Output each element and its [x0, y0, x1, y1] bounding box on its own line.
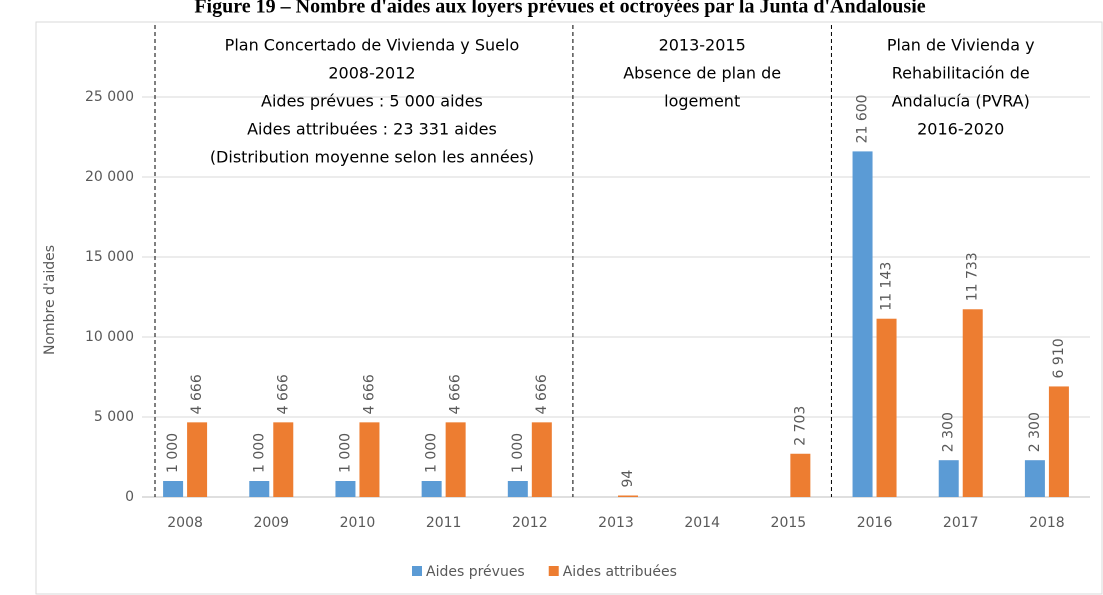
- bar: [531, 422, 552, 497]
- x-tick-label: 2010: [340, 515, 376, 531]
- value-label: 4 666: [448, 374, 464, 414]
- bar: [938, 460, 959, 497]
- bar: [163, 481, 184, 497]
- bar: [249, 481, 270, 497]
- legend-label: Aides attribuées: [563, 564, 677, 580]
- x-tick-label: 2017: [943, 515, 979, 531]
- bar: [187, 422, 208, 497]
- annotation: 2013-2015: [659, 36, 746, 55]
- annotation: Aides prévues : 5 000 aides: [261, 92, 483, 111]
- x-tick-label: 2013: [598, 515, 634, 531]
- annotation: Plan de Vivienda y: [887, 36, 1035, 55]
- bar: [273, 422, 294, 497]
- y-tick-label: 20 000: [85, 169, 134, 185]
- value-label: 11 143: [879, 262, 895, 311]
- x-tick-label: 2009: [253, 515, 289, 531]
- y-tick-label: 15 000: [85, 249, 134, 265]
- bar: [852, 151, 873, 497]
- value-label: 1 000: [165, 433, 181, 473]
- value-label: 4 666: [275, 374, 291, 414]
- annotation: Absence de plan de: [623, 64, 781, 83]
- bar: [876, 318, 897, 497]
- x-tick-label: 2008: [167, 515, 203, 531]
- value-label: 1 000: [510, 433, 526, 473]
- y-axis-label: Nombre d'aides: [42, 245, 58, 355]
- value-label: 2 300: [1027, 412, 1043, 452]
- value-label: 4 666: [534, 374, 550, 414]
- annotation: Andalucía (PVRA): [892, 92, 1030, 111]
- bar: [790, 453, 811, 497]
- bar: [1048, 386, 1069, 497]
- value-label: 21 600: [855, 94, 871, 143]
- annotation: Plan Concertado de Vivienda y Suelo: [225, 36, 520, 55]
- value-label: 1 000: [337, 433, 353, 473]
- annotation: 2008-2012: [328, 64, 415, 83]
- annotation: (Distribution moyenne selon les années): [210, 148, 534, 167]
- x-tick-label: 2012: [512, 515, 548, 531]
- bar: [335, 481, 356, 497]
- chart-title: Figure 19 – Nombre d'aides aux loyers pr…: [194, 0, 925, 18]
- x-tick-label: 2011: [426, 515, 462, 531]
- bar: [1024, 460, 1045, 497]
- value-label: 11 733: [965, 252, 981, 301]
- value-label: 1 000: [251, 433, 267, 473]
- value-label: 2 300: [941, 412, 957, 452]
- annotation: logement: [664, 92, 740, 111]
- legend-swatch: [548, 566, 559, 576]
- value-label: 2 703: [792, 406, 808, 446]
- x-tick-label: 2016: [857, 515, 893, 531]
- bar: [962, 309, 983, 497]
- chart-frame: [35, 21, 1103, 595]
- bar: [359, 422, 380, 497]
- value-label: 94: [620, 470, 636, 488]
- annotation: 2016-2020: [917, 120, 1004, 139]
- y-tick-label: 10 000: [85, 329, 134, 345]
- x-tick-label: 2014: [684, 515, 720, 531]
- value-label: 4 666: [361, 374, 377, 414]
- y-tick-label: 5 000: [94, 409, 134, 425]
- value-label: 4 666: [189, 374, 205, 414]
- y-tick-label: 0: [125, 489, 134, 505]
- annotation: Rehabilitación de: [892, 64, 1030, 83]
- bar: [618, 495, 638, 497]
- bar: [507, 481, 528, 497]
- x-tick-label: 2018: [1029, 515, 1065, 531]
- value-label: 6 910: [1051, 338, 1067, 378]
- bar: [421, 481, 442, 497]
- y-tick-label: 25 000: [85, 89, 134, 105]
- annotation: Aides attribuées : 23 331 aides: [247, 120, 497, 139]
- bar: [445, 422, 466, 497]
- legend-swatch: [412, 566, 422, 576]
- legend-label: Aides prévues: [426, 564, 525, 580]
- x-tick-label: 2015: [771, 515, 807, 531]
- value-label: 1 000: [424, 433, 440, 473]
